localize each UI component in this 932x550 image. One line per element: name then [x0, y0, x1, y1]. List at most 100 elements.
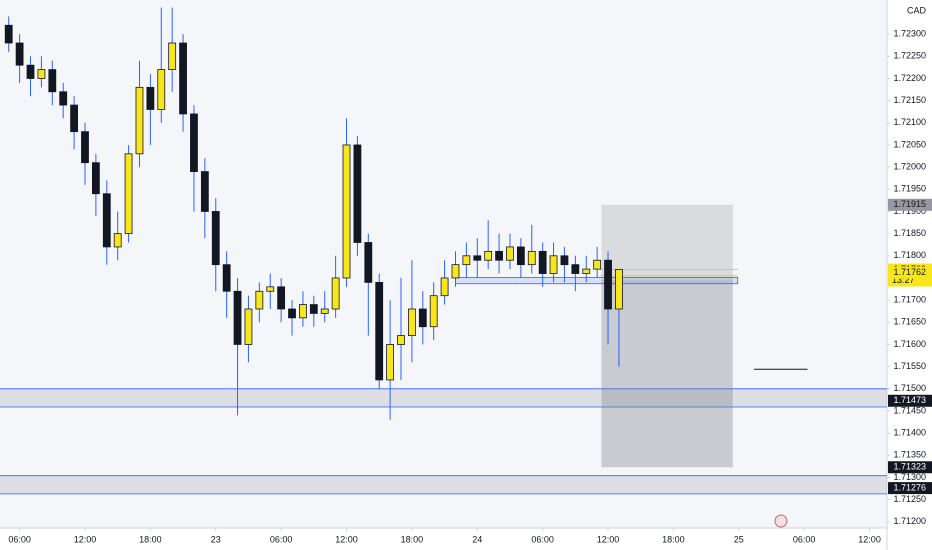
candle-body: [309, 304, 318, 314]
position-target: [601, 204, 733, 281]
x-tick-label: 23: [211, 534, 221, 544]
y-tick-label: 1.71950: [893, 184, 926, 194]
candle-body: [255, 290, 264, 310]
candle-body: [26, 64, 35, 79]
y-tick-label: 1.71650: [893, 317, 926, 327]
candle-body: [353, 144, 362, 243]
x-tick-label: 06:00: [270, 534, 293, 544]
price-tag-label: 1.71276: [893, 482, 926, 492]
candle-body: [4, 24, 13, 44]
candle-body: [549, 255, 558, 274]
candle-body: [320, 308, 329, 314]
x-tick-label: 12:00: [335, 534, 358, 544]
y-tick-label: 1.72250: [893, 51, 926, 61]
candle-body: [506, 246, 514, 261]
candle-body: [15, 42, 24, 66]
x-tick-label: 12:00: [74, 534, 97, 544]
y-tick-label: 1.72150: [893, 95, 926, 105]
candle-body: [593, 259, 602, 270]
candle-body: [244, 308, 253, 345]
price-tag-label: 1.71473: [893, 395, 926, 405]
candle-body: [124, 153, 133, 235]
candle-body: [59, 91, 68, 106]
countdown: 13:27: [892, 275, 915, 285]
candle-body: [200, 171, 209, 212]
price-tag: [888, 394, 932, 407]
candle-body: [451, 264, 460, 279]
y-tick-label: 1.71350: [893, 450, 926, 460]
candle-body: [70, 104, 78, 133]
y-tick-label: 1.72050: [893, 139, 926, 149]
candle-body: [407, 308, 416, 336]
price-tag: [888, 482, 932, 495]
candle-body: [37, 69, 46, 79]
x-tick-label: 06:00: [8, 534, 31, 544]
y-tick-label: 1.72300: [893, 29, 926, 39]
candle-body: [288, 308, 296, 319]
candle-body: [484, 250, 493, 261]
x-tick-label: 24: [472, 534, 482, 544]
candle-body: [331, 277, 340, 310]
y-tick-label: 1.71900: [893, 206, 926, 216]
plot-background: [0, 0, 887, 528]
currency-label: CAD: [907, 5, 927, 15]
candle-body: [342, 144, 351, 279]
y-tick-label: 1.72100: [893, 117, 926, 127]
y-tick-label: 1.71450: [893, 405, 926, 415]
price-tag: [888, 198, 932, 211]
candle-body: [386, 344, 395, 381]
x-tick-label: 12:00: [597, 534, 620, 544]
x-tick-label: 18:00: [662, 534, 685, 544]
candle-body: [473, 255, 482, 261]
candle-body: [299, 304, 307, 319]
candle-body: [604, 259, 612, 310]
price-tag-label: 1.71915: [893, 199, 926, 209]
y-tick-label: 1.71850: [893, 228, 926, 238]
candle-body: [571, 264, 580, 274]
candle-body: [495, 250, 503, 261]
candle-body: [440, 277, 449, 297]
candle-body: [277, 286, 286, 310]
range-box: [455, 277, 739, 285]
zone: [0, 388, 887, 407]
price-tag-label: 1.71323: [893, 462, 926, 472]
candle-body: [375, 281, 384, 381]
y-tick-label: 1.72000: [893, 162, 926, 172]
x-tick-label: 12:00: [858, 534, 881, 544]
price-tag-label: 1.71762: [893, 267, 926, 277]
candle-body: [462, 255, 471, 266]
candle-body: [266, 286, 275, 292]
event-icon[interactable]: [774, 514, 788, 528]
y-tick-label: 1.72200: [893, 73, 926, 83]
candle-body: [582, 268, 591, 274]
candle-body: [113, 233, 122, 248]
candle-body: [168, 42, 177, 71]
candle-body: [157, 69, 166, 110]
y-tick-label: 1.71200: [893, 516, 926, 526]
candle-body: [146, 86, 155, 110]
candle-body: [560, 255, 569, 266]
price-tag: [888, 266, 932, 279]
candle-body: [397, 335, 405, 345]
x-tick-label: 25: [734, 534, 744, 544]
candle-body: [538, 250, 547, 274]
y-tick-label: 1.71250: [893, 494, 926, 504]
y-tick-label: 1.71500: [893, 383, 926, 393]
y-tick-label: 1.71300: [893, 472, 926, 482]
candle-body: [179, 42, 187, 115]
position-stop: [601, 280, 733, 468]
candle-body: [222, 264, 231, 292]
zone: [0, 475, 887, 494]
candle-body: [190, 113, 198, 172]
candle-body: [527, 250, 536, 266]
candle-body: [516, 246, 525, 266]
candle-body: [211, 211, 220, 266]
candle-body: [81, 131, 89, 164]
x-tick-label: 06:00: [531, 534, 554, 544]
candle-body: [233, 290, 242, 345]
x-tick-label: 06:00: [793, 534, 816, 544]
candle-body: [364, 242, 373, 283]
y-tick-label: 1.71700: [893, 295, 926, 305]
candle-body: [135, 86, 144, 155]
